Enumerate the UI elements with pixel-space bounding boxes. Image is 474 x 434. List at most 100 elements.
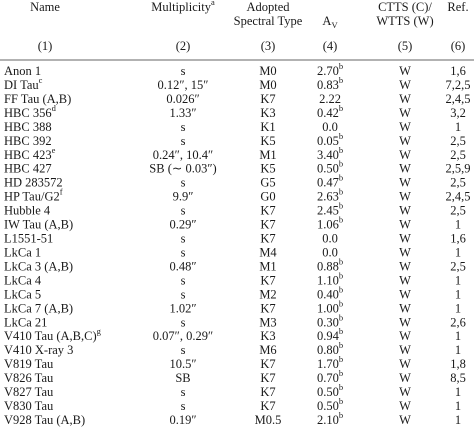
cell: W xyxy=(399,399,411,413)
cell: 0.0 xyxy=(322,245,338,259)
cell-text: W xyxy=(399,329,411,343)
cell: s xyxy=(181,287,186,301)
cell: K1 xyxy=(260,120,275,134)
header-text: A xyxy=(322,14,331,28)
cell-text: 1 xyxy=(455,217,461,231)
cell: V928 Tau (A,B) xyxy=(4,413,85,427)
cell: LkCa 3 (A,B) xyxy=(4,259,73,273)
cell-text: 1 xyxy=(455,385,461,399)
cell: LkCa 7 (A,B) xyxy=(4,301,73,315)
footnote-mark: g xyxy=(97,326,102,336)
cell-text: K1 xyxy=(260,120,275,134)
cell: 2.45b xyxy=(317,201,343,218)
header-label: WTTS (W) xyxy=(376,14,433,28)
cell: K7 xyxy=(260,273,275,287)
cell-text: K7 xyxy=(260,371,275,385)
cell: HBC 392 xyxy=(4,134,52,148)
cell: K7 xyxy=(260,385,275,399)
cell-text: s xyxy=(181,343,186,357)
cell: 0.0 xyxy=(322,231,338,245)
cell: 1 xyxy=(455,120,461,134)
footnote-mark: b xyxy=(339,215,343,225)
cell-text: 1 xyxy=(455,273,461,287)
column-number: (6) xyxy=(451,39,466,53)
cell: K5 xyxy=(260,162,275,176)
header-label: Ref. xyxy=(447,0,468,14)
cell: K7 xyxy=(260,203,275,217)
cell-text: 2.10 xyxy=(317,413,339,427)
cell-text: W xyxy=(399,120,411,134)
cell: W xyxy=(399,315,411,329)
cell-text: HBC 388 xyxy=(4,120,52,134)
cell: W xyxy=(399,176,411,190)
cell-text: 0.50 xyxy=(317,399,339,413)
cell: 0.47b xyxy=(317,173,343,190)
cell-text: W xyxy=(399,301,411,315)
cell-text: IW Tau (A,B) xyxy=(4,217,73,231)
cell: W xyxy=(399,371,411,385)
footnote-mark: b xyxy=(339,326,343,336)
cell-text: 0.29″ xyxy=(169,217,196,231)
cell-text: 8,5 xyxy=(450,371,466,385)
cell-text: W xyxy=(399,106,411,120)
footnote-mark: b xyxy=(339,396,343,406)
cell-text: K3 xyxy=(260,106,275,120)
cell: K3 xyxy=(260,329,275,343)
cell: HP Tau/G2f xyxy=(4,187,63,204)
cell-text: G5 xyxy=(260,176,275,190)
cell-text: W xyxy=(399,64,411,78)
cell: 1 xyxy=(455,287,461,301)
cell-text: SB xyxy=(175,371,190,385)
header-label: Adopted xyxy=(246,0,290,14)
column-number-text: (6) xyxy=(451,39,466,53)
cell-text: K7 xyxy=(260,217,275,231)
cell-text: LkCa 3 (A,B) xyxy=(4,259,73,273)
cell: 2.70b xyxy=(317,61,343,78)
cell: K3 xyxy=(260,106,275,120)
cell: 2,6 xyxy=(450,315,466,329)
cell-text: LkCa 7 (A,B) xyxy=(4,301,73,315)
cell-text: 1 xyxy=(455,301,461,315)
cell: W xyxy=(399,273,411,287)
cell: W xyxy=(399,106,411,120)
cell: 0.026″ xyxy=(166,92,199,106)
cell: s xyxy=(181,385,186,399)
cell: 2,5 xyxy=(450,134,466,148)
header-text: WTTS (W) xyxy=(376,14,433,28)
header-subscript: V xyxy=(331,20,338,30)
cell-text: 0.19″ xyxy=(169,413,196,427)
cell-text: 0.026″ xyxy=(166,92,199,106)
footnote-mark: b xyxy=(339,340,343,350)
cell: M0 xyxy=(259,78,276,92)
cell: W xyxy=(399,203,411,217)
cell: 0.83b xyxy=(317,75,343,92)
cell: IW Tau (A,B) xyxy=(4,217,73,231)
cell: LkCa 21 xyxy=(4,315,47,329)
footnote-mark: d xyxy=(52,103,57,113)
cell: s xyxy=(181,245,186,259)
cell-text: W xyxy=(399,78,411,92)
cell-text: W xyxy=(399,176,411,190)
footnote-mark: b xyxy=(339,298,343,308)
cell-text: 2,5,9 xyxy=(446,162,471,176)
cell-text: 1 xyxy=(455,120,461,134)
column-number-text: (4) xyxy=(323,39,338,53)
footnote-mark: b xyxy=(339,61,343,71)
cell-text: s xyxy=(181,273,186,287)
cell-text: 0.94 xyxy=(317,329,340,343)
footnote-mark: e xyxy=(52,145,56,155)
cell-text: M3 xyxy=(259,315,276,329)
cell: W xyxy=(399,343,411,357)
cell-text: 1.00 xyxy=(317,301,339,315)
cell-text: 3,2 xyxy=(450,106,466,120)
column-number-text: (5) xyxy=(398,39,413,53)
cell: K7 xyxy=(260,217,275,231)
cell-text: W xyxy=(399,315,411,329)
cell-text: 0.30 xyxy=(317,315,339,329)
footnote-mark: b xyxy=(339,382,343,392)
cell-text: LkCa 1 xyxy=(4,245,41,259)
cell: s xyxy=(181,273,186,287)
cell-text: 2,5 xyxy=(450,134,466,148)
footnote-mark: b xyxy=(339,145,343,155)
